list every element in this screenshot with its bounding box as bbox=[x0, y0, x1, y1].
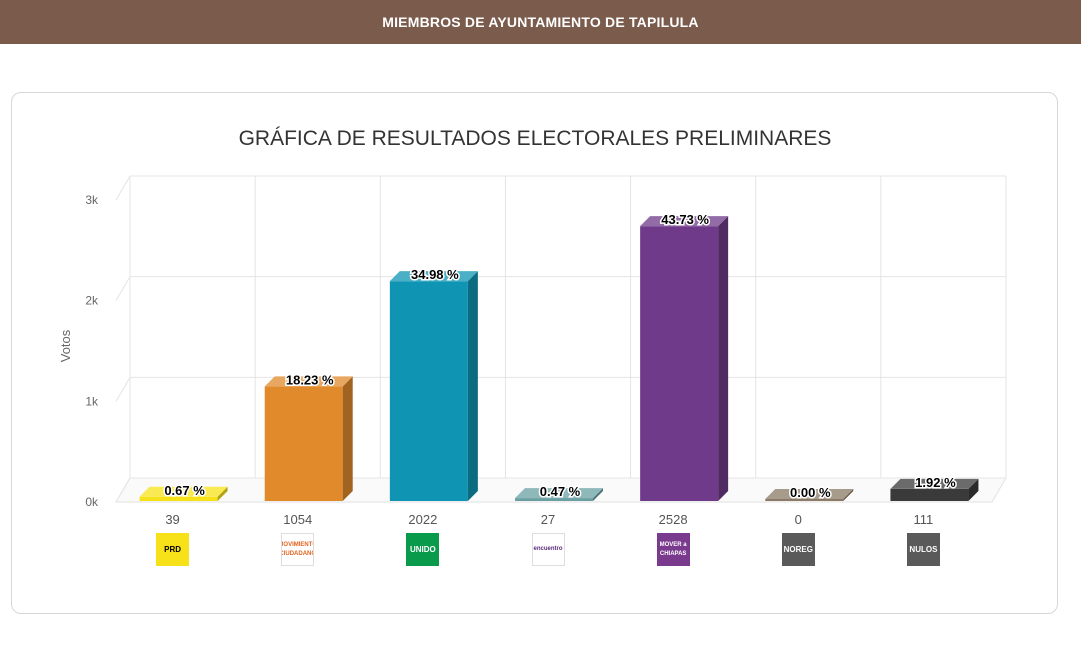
y-tick-label: 1k bbox=[85, 394, 99, 408]
x-value-label: 111 bbox=[914, 512, 934, 527]
gridline-side bbox=[115, 477, 131, 503]
movimiento-ciudadano-logo-icon: MOVIMIENTO CIUDADANO bbox=[281, 533, 315, 566]
bar-percent-label: 34.98 % bbox=[411, 267, 459, 282]
gridline-side bbox=[115, 377, 131, 402]
bar-percent-label: 1.92 % bbox=[915, 475, 956, 490]
bar-side bbox=[718, 216, 729, 502]
logo-text: encuentro bbox=[533, 546, 563, 552]
bar-top bbox=[264, 376, 353, 387]
bar bbox=[389, 281, 468, 501]
bar-top bbox=[389, 271, 478, 282]
bar-percent-label: 0.00 % bbox=[790, 485, 831, 500]
bar-percent-label: 18.23 % bbox=[286, 372, 334, 387]
bar-top bbox=[515, 488, 603, 499]
chiapas-unido-logo-icon: UNIDO bbox=[406, 533, 440, 566]
grid: 0k 1k 2k 3k bbox=[85, 175, 1007, 509]
bar-side bbox=[843, 489, 854, 501]
bar bbox=[640, 226, 719, 502]
bar-top bbox=[640, 216, 729, 227]
bar-top bbox=[890, 478, 979, 489]
x-value-label: 0 bbox=[795, 512, 802, 527]
chart-title: GRÁFICA DE RESULTADOS ELECTORALES PRELIM… bbox=[239, 127, 832, 150]
nulos-logo-icon: NULOS bbox=[906, 533, 940, 566]
chart-card bbox=[11, 92, 1058, 614]
noreg-logo-icon: NOREG bbox=[781, 533, 815, 566]
gridline-side bbox=[115, 175, 131, 201]
prd-logo-icon: PRD bbox=[156, 533, 190, 566]
x-value-label: 39 bbox=[165, 512, 179, 527]
x-value-label: 27 bbox=[541, 512, 555, 527]
bar bbox=[515, 498, 593, 501]
labels: 0.67 % 39 18.23 % 1054 34.98 % 2022 0.47 % 27 43… bbox=[163, 211, 958, 527]
x-value-label: 2528 bbox=[659, 512, 688, 527]
bar-side bbox=[968, 478, 979, 501]
bar-top bbox=[765, 489, 854, 499]
bars bbox=[139, 216, 979, 502]
bar-side bbox=[342, 376, 353, 501]
x-value-label: 2022 bbox=[408, 512, 437, 527]
logo-text: PRD bbox=[164, 545, 181, 554]
bar bbox=[765, 499, 844, 501]
bar-percent-label: 0.47 % bbox=[540, 484, 581, 499]
y-tick-label: 0k bbox=[85, 495, 99, 509]
y-tick-label: 2k bbox=[85, 294, 99, 308]
page-title: MIEMBROS DE AYUNTAMIENTO DE TAPILULA bbox=[382, 14, 699, 30]
logo-text: UNIDO bbox=[409, 545, 436, 554]
bar-percent-label: 0.67 % bbox=[164, 483, 205, 498]
logo-text: MOVER a CHIAPAS bbox=[659, 541, 687, 557]
logo-text: MOVIMIENTO CIUDADANO bbox=[282, 541, 315, 557]
bar-top bbox=[139, 486, 228, 497]
bar-side bbox=[467, 271, 478, 501]
bar-side bbox=[217, 486, 228, 501]
encuentro-social-logo-icon: encuentro bbox=[531, 533, 565, 566]
logo-text: NOREG bbox=[783, 545, 813, 554]
y-tick-label: 3k bbox=[85, 193, 99, 207]
bar-percent-label: 43.73 % bbox=[661, 212, 709, 227]
bar-side bbox=[593, 488, 603, 501]
bar bbox=[890, 488, 969, 501]
bar bbox=[264, 386, 343, 501]
gridline-side bbox=[115, 276, 131, 301]
logo-text: NULOS bbox=[909, 545, 938, 554]
mover-a-chiapas-logo-icon: MOVER a CHIAPAS bbox=[656, 533, 690, 566]
header-bar: MIEMBROS DE AYUNTAMIENTO DE TAPILULA bbox=[0, 0, 1081, 44]
y-axis-label: Votos bbox=[58, 329, 73, 362]
x-value-label: 1054 bbox=[283, 512, 312, 527]
bar bbox=[139, 496, 218, 501]
